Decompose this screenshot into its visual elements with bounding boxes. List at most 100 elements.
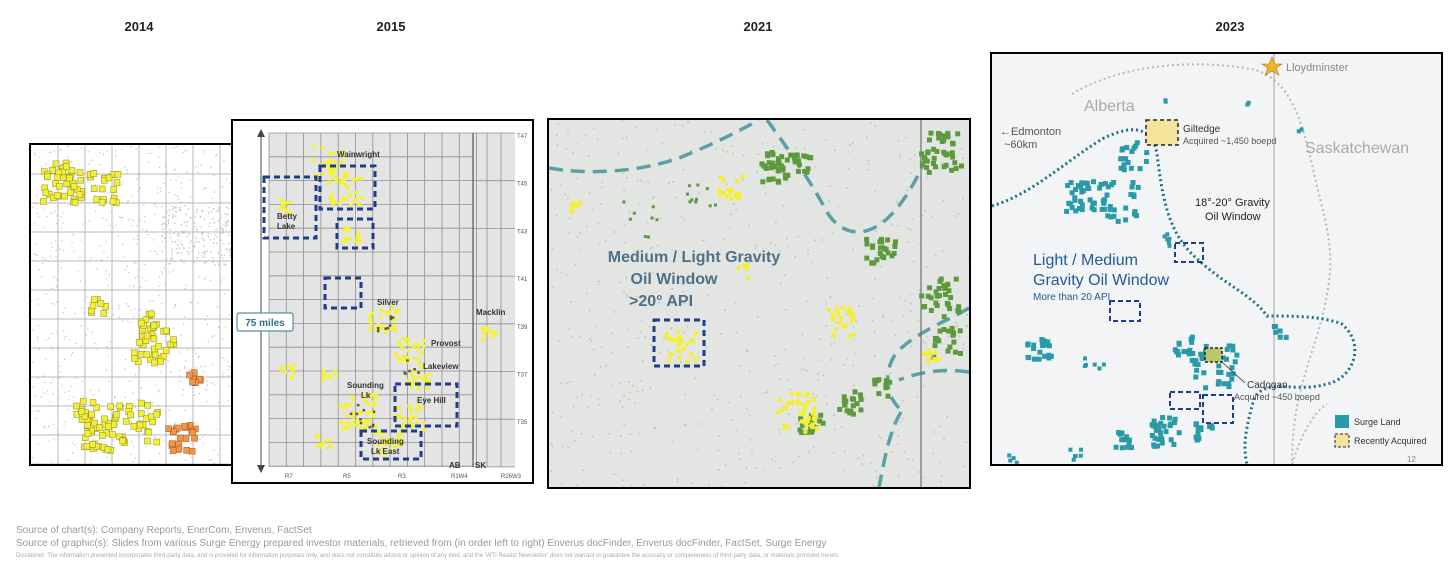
lease-block-2014 [97, 300, 105, 307]
production-spot-2015 [347, 226, 351, 231]
lease-block-2014 [145, 428, 152, 436]
field-green-2021 [876, 391, 882, 397]
production-spot-2015 [315, 173, 320, 178]
field-green-2021 [922, 304, 928, 309]
surge-land-block [1167, 423, 1173, 429]
lease-block-2014 [105, 423, 112, 430]
field-green-2021 [841, 394, 847, 400]
lease-block-2014 [134, 358, 142, 366]
field-green-2021 [947, 306, 953, 312]
production-spot-2015 [396, 356, 401, 360]
field-green-2021 [948, 295, 954, 300]
lease-block-2014 [93, 404, 100, 411]
lease-block-2014 [148, 310, 155, 318]
production-spot-2015 [410, 372, 414, 377]
surge-land-block [1069, 190, 1075, 196]
field-green-2021 [854, 401, 860, 407]
surge-land-block [1277, 334, 1283, 340]
production-spot-2015 [351, 177, 355, 182]
production-spot-2015 [427, 379, 432, 383]
source-graphics: Source of graphic(s): Slides from variou… [16, 538, 827, 549]
surge-land-block [1101, 362, 1106, 367]
production-spot-2015 [327, 151, 332, 155]
surge-land-block [1082, 180, 1088, 186]
oil-window-boundary-inner [898, 368, 969, 382]
range-label: R1W4 [451, 474, 468, 480]
lease-block-2014-orange [168, 440, 176, 447]
surge-land-block [1176, 352, 1181, 358]
lease-block-2014 [151, 359, 158, 367]
field-yellow-2021 [724, 194, 729, 199]
year-2023-heading: 2023 [1215, 19, 1245, 34]
lease-block-2014-orange [182, 435, 190, 442]
production-spot-2015 [409, 407, 413, 411]
production-spot-2015 [357, 202, 362, 206]
surge-land-block [1014, 460, 1019, 464]
lease-block-2014-orange [169, 447, 177, 454]
production-spot-2015 [281, 202, 286, 206]
production-spot-2015 [356, 231, 360, 235]
lease-block-2014 [147, 356, 154, 363]
field-green-2021 [766, 160, 772, 166]
production-spot-2015 [368, 418, 372, 423]
production-spot-2015 [333, 151, 337, 155]
lease-block-2014-orange [189, 429, 197, 436]
surge-land-block [1209, 423, 1215, 429]
more-than-20-api-label: More than 20 API [1033, 292, 1110, 303]
production-spot-2015 [343, 183, 348, 187]
window-label-line1: Medium / Light Gravity [608, 249, 781, 266]
surge-land-block [1198, 351, 1204, 357]
lease-block-2014 [170, 336, 177, 343]
field-yellow-2021 [667, 358, 672, 363]
production-spot-2015 [357, 234, 361, 238]
production-spot-2015 [321, 372, 326, 376]
surge-land-block [1224, 356, 1229, 362]
production-spot-2015 [349, 423, 354, 427]
field-yellow-2021 [735, 191, 740, 196]
surge-land-block [1079, 207, 1085, 213]
surge-land-block [1229, 365, 1235, 371]
production-spot-2015 [399, 443, 403, 448]
well-marker-2015 [372, 410, 376, 414]
production-spot-2015 [379, 315, 383, 319]
field-yellow-2021 [729, 196, 734, 201]
lease-block-2014 [71, 199, 79, 206]
surge-land-block [1078, 184, 1084, 190]
production-spot-2015 [409, 381, 414, 386]
production-spot-2015 [423, 374, 427, 378]
well-marker-2015 [359, 418, 362, 421]
production-spot-2015 [409, 417, 413, 421]
production-spot-2015 [406, 349, 411, 353]
field-green-2021 [872, 381, 878, 387]
production-spot-2015 [327, 445, 331, 450]
production-spot-2015 [400, 346, 405, 350]
lease-block-2014 [89, 441, 96, 448]
production-spot-2015 [417, 375, 422, 379]
production-spot-2015 [354, 239, 358, 243]
field-green-2021 [879, 239, 885, 245]
production-spot-2015 [338, 201, 342, 206]
production-spot-2015 [372, 401, 376, 405]
surge-land-block [1102, 181, 1108, 187]
field-green-2021 [952, 349, 958, 355]
lease-block-2014 [162, 347, 170, 354]
field-yellow-2021 [671, 337, 675, 342]
production-spot-2015 [334, 176, 339, 180]
production-spot-2015 [379, 327, 383, 331]
field-yellow-2021 [685, 342, 690, 346]
field-green-2021 [883, 382, 889, 388]
field-yellow-2021 [811, 416, 816, 421]
field-green-2021 [927, 137, 932, 143]
production-spot-2015 [377, 451, 381, 455]
field-green-2021 [808, 413, 814, 418]
well-marker-2015 [389, 315, 393, 318]
surge-land-block [1143, 159, 1149, 164]
field-green-2021 [928, 130, 934, 136]
field-green-2021 [926, 169, 932, 175]
production-spot-2015 [315, 433, 319, 437]
surge-land-block [1097, 366, 1102, 371]
giltedge-acquired-block [1145, 119, 1179, 146]
production-spot-2015 [394, 352, 398, 356]
surge-land-block [1153, 427, 1159, 433]
lease-block-2014 [88, 411, 96, 418]
